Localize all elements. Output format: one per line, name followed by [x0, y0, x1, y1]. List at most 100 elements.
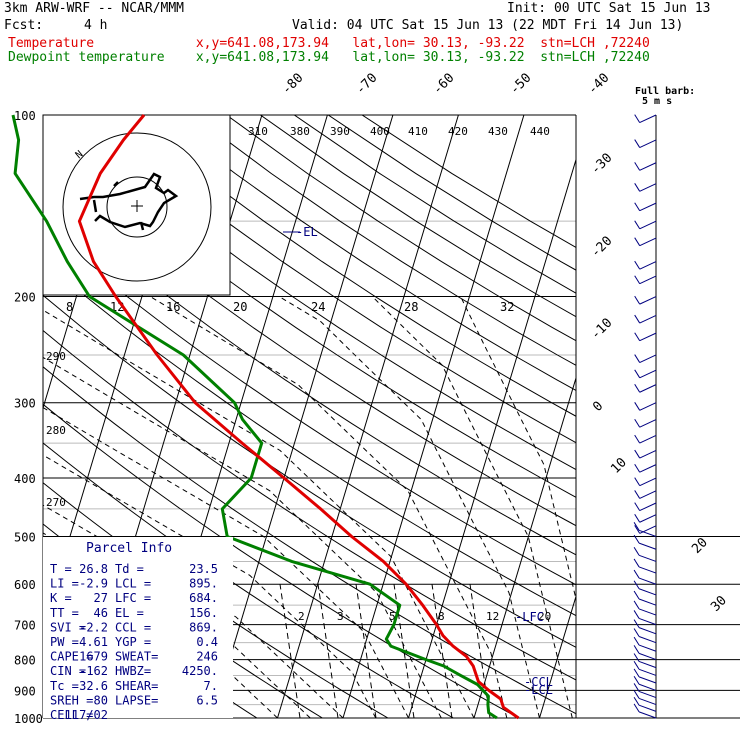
pressure-label-200: 200	[14, 291, 36, 305]
wind-barb-flag	[634, 490, 641, 499]
wind-barb-flag	[633, 636, 640, 646]
wind-barb-flag	[634, 183, 641, 192]
parcel-cell: T =	[50, 562, 72, 576]
mixing-ratio-line	[431, 584, 453, 718]
wind-barb-flag	[634, 463, 641, 473]
hodo-speed-label-16: 16	[166, 300, 180, 314]
parcel-cell: Td =	[115, 562, 144, 576]
wind-barb-flag	[633, 703, 640, 713]
parcel-cell: SWEAT=	[115, 650, 158, 664]
wind-barb-flag	[634, 525, 641, 534]
parcel-cell: LI =	[50, 577, 79, 591]
wind-barb-flag	[634, 220, 641, 230]
dry-adiabat	[43, 162, 576, 527]
wind-barb-flag	[633, 534, 640, 544]
theta-label-280: 280	[46, 424, 66, 437]
hodo-speed-label-8: 8	[66, 300, 73, 314]
isotherm-label-30: 30	[708, 593, 730, 615]
init-time: Init: 00 UTC Sat 15 Jun 13	[507, 1, 711, 16]
theta-label-380: 380	[290, 125, 310, 138]
parcel-cell: CELL =	[50, 708, 93, 722]
theta-label-410: 410	[408, 125, 428, 138]
parcel-cell: EL =	[115, 606, 144, 620]
parcel-cell: SREH =	[50, 693, 93, 707]
wind-barb	[638, 704, 657, 712]
parcel-cell: CAPE =	[50, 650, 93, 664]
isotherm	[408, 157, 576, 718]
wind-barb-flag	[633, 569, 640, 579]
wind-barb-flag	[633, 661, 640, 670]
wind-barb-flag	[634, 295, 641, 305]
isotherm	[277, 115, 459, 718]
hodograph-inner-ring	[106, 176, 168, 238]
wind-barb-flag	[634, 139, 641, 148]
wind-barb-flag	[634, 162, 641, 171]
parcel-cell: 27	[94, 591, 108, 605]
parcel-cell: -162	[79, 664, 108, 678]
wind-barb-flag	[633, 610, 640, 619]
temperature-legend: Temperature x,y=641.08,173.94 lat,lon= 3…	[8, 36, 650, 51]
isotherm-label--70: -70	[353, 71, 380, 98]
parcel-cell: LFC =	[115, 591, 151, 605]
wind-barb-flag	[633, 600, 640, 610]
wind-barb	[639, 183, 657, 192]
isotherm	[539, 594, 576, 718]
parcel-cell: LAPSE=	[115, 693, 158, 707]
mixing-ratio-line	[393, 584, 415, 718]
theta-label-290: 290	[46, 350, 66, 363]
el-label: -EL	[296, 225, 318, 239]
profiles	[11, 114, 520, 720]
wind-barb	[638, 598, 657, 606]
parcel-cell: 4250.	[182, 664, 218, 678]
forecast-label: Fcst:	[4, 18, 44, 33]
isotherm-label--80: -80	[279, 71, 306, 98]
barb-legend-value: 5 m s	[642, 96, 672, 107]
hodograph-center-mark	[131, 200, 143, 212]
wind-barb	[639, 315, 657, 324]
wind-barb-flag	[634, 114, 641, 123]
wind-barb	[638, 617, 657, 626]
parcel-cell: SVI =	[50, 620, 86, 634]
valid-time: Valid: 04 UTC Sat 15 Jun 13 (22 MDT Fri …	[292, 18, 684, 33]
dry-adiabat	[43, 366, 576, 715]
wind-barb	[638, 542, 657, 550]
dry-adiabat	[43, 329, 576, 681]
wind-barb	[638, 711, 657, 719]
isotherm	[211, 115, 394, 718]
wind-barb-flag	[633, 522, 640, 531]
parcel-cell: 4.61	[79, 635, 108, 649]
wind-barb-flag	[634, 354, 641, 363]
isotherm	[671, 115, 740, 718]
wind-barb	[639, 202, 657, 212]
wind-barb	[639, 162, 657, 171]
wind-barb-flag	[633, 619, 640, 628]
hodograph-outer-ring	[62, 132, 212, 282]
hodo-speed-label-28: 28	[404, 300, 418, 314]
dry-adiabat	[327, 115, 576, 271]
parcel-cell: 1679	[79, 650, 108, 664]
theta-label-390: 390	[330, 125, 350, 138]
parcel-cell: 246	[196, 650, 218, 664]
parcel-cell: 869.	[189, 620, 218, 634]
wind-barb	[639, 354, 657, 364]
wind-barb-flag	[634, 275, 641, 284]
wind-barb	[638, 697, 657, 706]
wind-barb-flag	[633, 547, 640, 556]
wind-barb-flag	[634, 449, 641, 459]
wind-barb-flag	[633, 690, 640, 699]
dry-adiabat	[260, 115, 576, 318]
wind-barb	[638, 690, 657, 699]
parcel-cell: 80	[94, 693, 108, 707]
isotherm-label-20: 20	[689, 535, 711, 557]
wind-barb	[639, 275, 657, 285]
wind-barb-flag	[634, 502, 641, 511]
wind-barb-flag	[634, 383, 641, 393]
wind-barb	[638, 644, 657, 652]
pressure-label-400: 400	[14, 472, 36, 486]
theta-label-400: 400	[370, 125, 390, 138]
isotherm	[605, 115, 740, 718]
wind-barb	[639, 261, 657, 270]
ccl-label: -CCL	[524, 675, 553, 689]
wind-barb-flag	[633, 628, 640, 637]
parcel-cell: -2.9	[79, 577, 108, 591]
